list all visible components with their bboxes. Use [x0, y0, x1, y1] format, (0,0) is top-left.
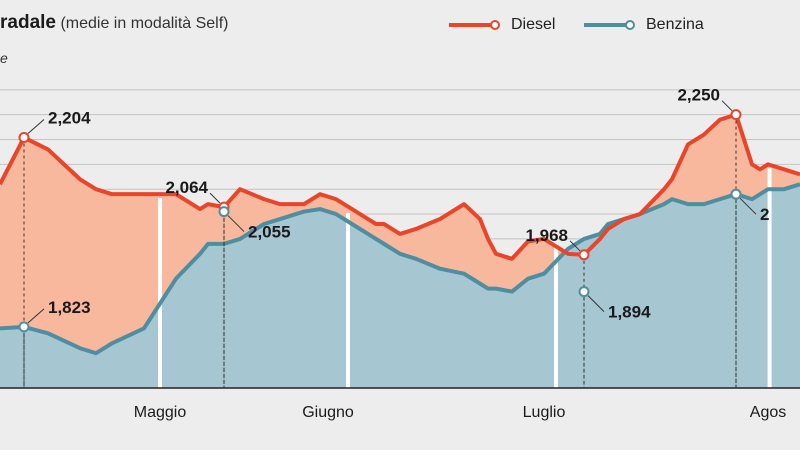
annotation-marker [578, 249, 590, 261]
annotation-marker [18, 132, 30, 144]
annotation-leader [27, 308, 45, 324]
data-label: 1,823 [48, 298, 91, 317]
data-label: 2,250 [677, 86, 720, 105]
annotation-leader [569, 240, 581, 252]
data-label: 1,894 [608, 303, 651, 322]
legend-diesel-label: Diesel [511, 16, 556, 33]
data-label: 2 [760, 205, 769, 224]
benzina-line [0, 182, 800, 356]
legend-benzina-label: Benzina [646, 16, 704, 33]
x-tick-label: Maggio [134, 404, 187, 421]
data-label: 1,968 [525, 226, 568, 245]
diesel-line [0, 112, 800, 261]
annotation-marker [730, 188, 742, 200]
chart-title: radale [0, 12, 56, 33]
x-tick-label: Giugno [302, 404, 354, 421]
annotation-marker [18, 321, 30, 333]
x-tick-label: Agos [750, 404, 786, 421]
data-label: 2,055 [248, 223, 291, 242]
legend-diesel-swatch [449, 20, 500, 30]
annotation-leader [209, 192, 221, 204]
annotation-marker [578, 286, 590, 298]
annotation-leader [739, 197, 757, 215]
unit-label: e [0, 50, 8, 66]
annotation-marker [730, 109, 742, 121]
annotation-leader [587, 295, 605, 312]
legend-benzina-swatch [584, 20, 635, 30]
legend-benzina: Benzina [582, 16, 704, 34]
legend-diesel: Diesel [447, 16, 555, 34]
annotation-leader [721, 100, 733, 112]
x-tick-label: Luglio [523, 404, 566, 421]
chart-subtitle: (medie in modalità Self) [60, 15, 229, 32]
annotation-leader [227, 215, 245, 232]
annotation-marker [218, 206, 230, 218]
data-label: 2,064 [165, 178, 208, 197]
chart-title-block: radale (medie in modalità Self) [0, 12, 229, 34]
data-label: 2,204 [48, 109, 91, 128]
annotation-leader [27, 119, 45, 134]
